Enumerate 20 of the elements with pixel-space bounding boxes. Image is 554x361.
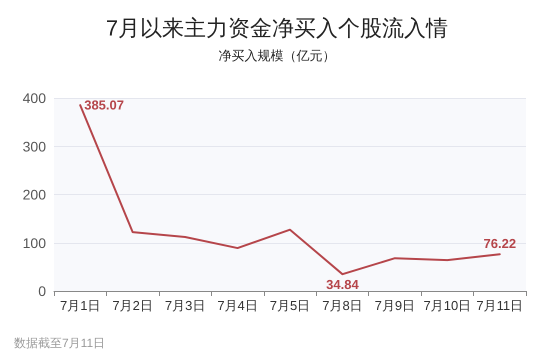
x-tick-label: 7月8日 xyxy=(322,298,363,313)
data-label: 34.84 xyxy=(326,277,360,292)
y-tick-label: 100 xyxy=(22,234,46,251)
y-tick-label: 0 xyxy=(38,283,46,299)
chart-subtitle: 净买入规模（亿元） xyxy=(218,48,336,63)
data-label: 385.07 xyxy=(84,98,124,113)
x-tick-label: 7月11日 xyxy=(476,298,524,313)
text: 数据截至7月11日 xyxy=(14,336,106,350)
x-tick-label: 7月2日 xyxy=(112,298,153,313)
x-tick-label: 7月1日 xyxy=(60,298,100,313)
x-tick-label: 7月5日 xyxy=(270,298,310,313)
y-tick-label: 300 xyxy=(22,138,46,154)
x-tick-label: 7月10日 xyxy=(423,298,472,313)
y-tick-label: 400 xyxy=(22,90,46,106)
x-tick-label: 7月9日 xyxy=(374,298,416,313)
y-tick-label: 200 xyxy=(22,186,46,202)
x-tick-label: 7月4日 xyxy=(217,298,258,313)
x-tick-label: 7月3日 xyxy=(164,298,206,313)
chart-title: 7月以来主力资金净买入个股流入情 xyxy=(106,16,448,40)
data-label: 76.22 xyxy=(484,236,516,252)
